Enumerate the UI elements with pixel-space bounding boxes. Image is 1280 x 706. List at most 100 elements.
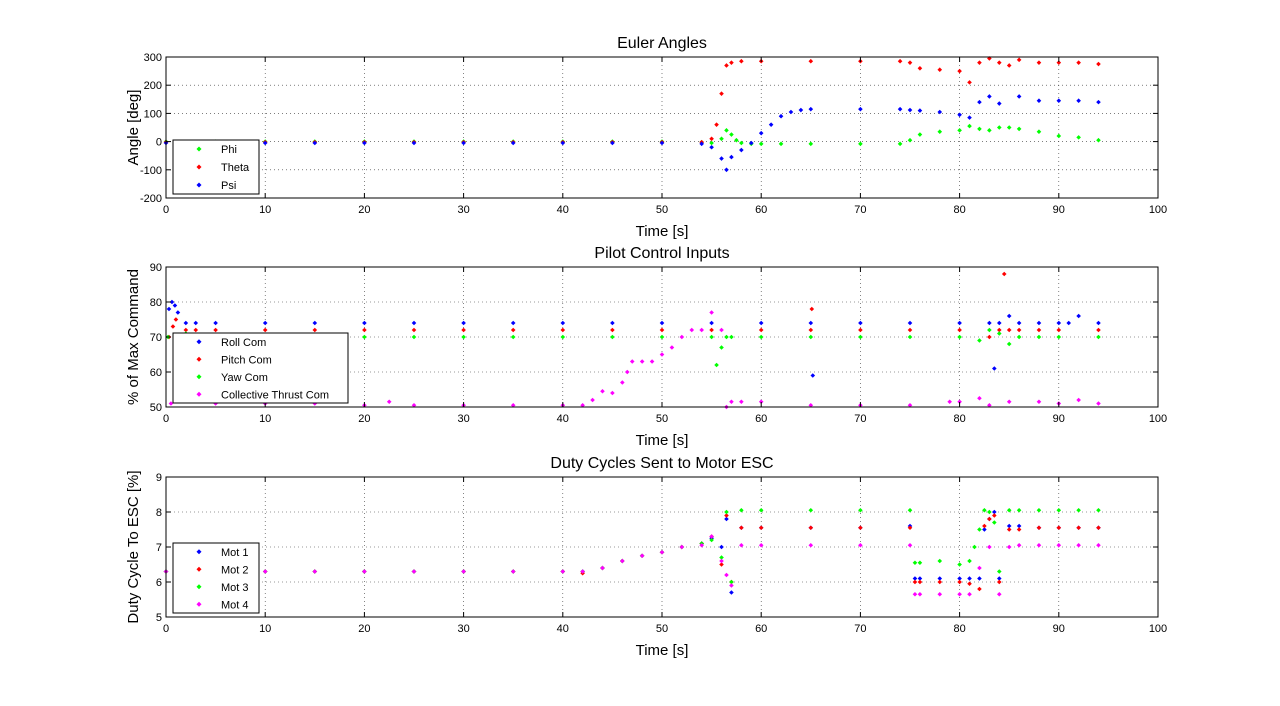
data-point xyxy=(461,320,466,326)
data-point xyxy=(709,140,714,146)
legend-label: Psi xyxy=(221,180,236,192)
data-point xyxy=(739,507,744,513)
data-point xyxy=(1036,60,1042,65)
x-tick-label: 80 xyxy=(953,413,965,425)
x-tick-label: 100 xyxy=(1149,623,1167,635)
x-tick-label: 20 xyxy=(358,623,370,635)
x-tick-label: 40 xyxy=(557,413,569,425)
data-point xyxy=(714,122,719,127)
data-point xyxy=(719,136,724,142)
legend-label: Phi xyxy=(221,144,237,156)
data-point xyxy=(724,516,729,522)
data-point xyxy=(580,569,585,574)
data-point xyxy=(510,320,516,326)
x-tick-label: 100 xyxy=(1149,204,1167,216)
data-point xyxy=(917,560,923,566)
data-point xyxy=(917,132,923,137)
data-point xyxy=(699,542,704,548)
data-point xyxy=(719,555,724,560)
series-roll-com xyxy=(166,299,1101,378)
data-point xyxy=(1036,525,1042,531)
data-point xyxy=(739,542,744,548)
data-point xyxy=(748,140,754,146)
legend-marker xyxy=(196,164,202,170)
data-point xyxy=(957,320,962,326)
data-point xyxy=(996,591,1002,597)
data-point xyxy=(600,388,605,394)
data-point xyxy=(1036,320,1042,326)
data-point xyxy=(982,523,987,529)
data-point xyxy=(724,513,729,518)
data-point xyxy=(1016,126,1022,132)
data-point xyxy=(808,402,814,408)
x-tick-label: 90 xyxy=(1053,413,1065,425)
data-point xyxy=(1016,57,1022,63)
data-point xyxy=(1056,507,1062,513)
y-axis-label: % of Max Command xyxy=(125,269,142,405)
data-point xyxy=(560,140,566,146)
data-point xyxy=(739,399,744,405)
data-point xyxy=(312,320,318,326)
data-point xyxy=(917,591,923,597)
y-tick-label: 80 xyxy=(150,297,162,309)
data-point xyxy=(600,565,605,571)
data-point xyxy=(858,106,863,112)
data-point xyxy=(1006,544,1012,550)
data-point xyxy=(659,140,665,146)
x-tick-label: 70 xyxy=(854,413,866,425)
data-point xyxy=(808,141,814,147)
x-tick-label: 60 xyxy=(755,204,767,216)
data-point xyxy=(172,303,178,308)
data-point xyxy=(620,558,625,564)
data-point xyxy=(808,334,814,340)
x-tick-label: 20 xyxy=(358,204,370,216)
data-point xyxy=(788,109,794,115)
data-point xyxy=(982,507,987,513)
data-point xyxy=(362,327,367,333)
legend-label: Mot 2 xyxy=(221,564,249,576)
data-point xyxy=(977,99,982,105)
data-point xyxy=(1036,327,1042,333)
x-tick-label: 0 xyxy=(163,204,169,216)
data-point xyxy=(1006,341,1012,347)
data-point xyxy=(262,327,268,333)
data-point xyxy=(639,553,645,559)
legend-marker xyxy=(196,391,202,397)
x-tick-label: 50 xyxy=(656,204,668,216)
data-point xyxy=(897,141,903,147)
legend-label: Pitch Com xyxy=(221,354,272,366)
legend-label: Mot 4 xyxy=(221,599,249,611)
data-point xyxy=(858,320,863,326)
data-point xyxy=(610,334,615,340)
data-point xyxy=(957,591,962,597)
y-tick-label: 9 xyxy=(156,472,162,484)
data-point xyxy=(679,544,685,550)
data-point xyxy=(977,586,982,592)
data-point xyxy=(1096,401,1101,406)
data-point xyxy=(461,334,466,340)
x-tick-label: 20 xyxy=(358,413,370,425)
data-point xyxy=(213,320,218,326)
data-point xyxy=(719,558,724,564)
data-point xyxy=(639,359,645,364)
data-point xyxy=(937,576,943,581)
data-point xyxy=(758,130,764,136)
data-point xyxy=(169,299,175,305)
y-tick-label: -100 xyxy=(140,165,162,177)
data-point xyxy=(729,334,734,340)
data-point xyxy=(937,579,943,585)
data-point xyxy=(659,352,665,357)
data-point xyxy=(1076,542,1081,548)
x-tick-label: 60 xyxy=(755,623,767,635)
data-point xyxy=(987,320,992,326)
data-point xyxy=(987,327,992,333)
data-point xyxy=(1056,98,1062,104)
x-tick-label: 30 xyxy=(457,204,469,216)
legend: Roll Com Pitch Com Yaw Com Collective Thrus… xyxy=(172,332,349,404)
data-point xyxy=(1096,334,1101,340)
data-point xyxy=(175,310,181,315)
data-point xyxy=(917,579,923,585)
data-point xyxy=(1036,98,1042,104)
y-tick-label: 0 xyxy=(156,137,162,149)
x-tick-label: 0 xyxy=(163,623,169,635)
